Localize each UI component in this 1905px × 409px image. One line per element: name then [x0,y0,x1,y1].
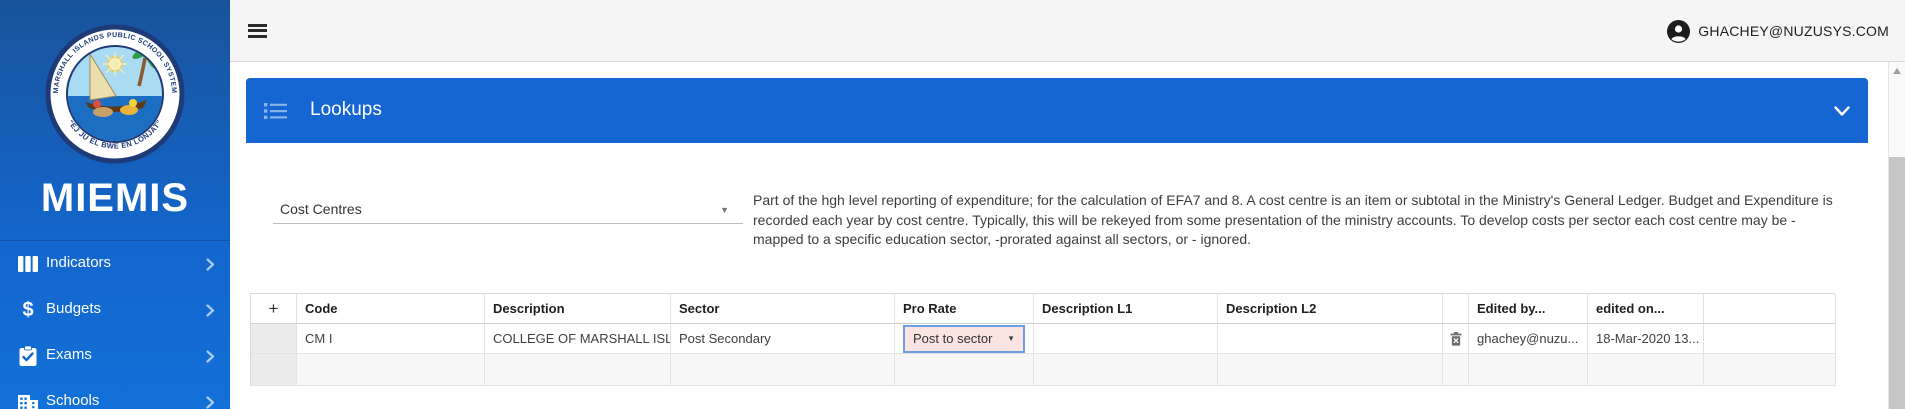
user-email: GHACHEY@NUZUSYS.COM [1698,23,1889,39]
select-arrow-icon: ▼ [1007,334,1015,343]
sidebar-item-label: Budgets [46,300,102,317]
bar-chart-icon [17,253,39,275]
chevron-right-icon [206,396,215,409]
column-header-code: Code [297,294,485,324]
sidebar-item-label: Schools [46,392,100,409]
empty-cell[interactable] [1588,354,1704,386]
lookup-description: Part of the hgh level reporting of expen… [753,192,1833,248]
building-icon [17,391,39,409]
sidebar-nav: Indicators $ Budgets [0,240,230,409]
pro-rate-value: Post to sector [913,331,993,346]
scrollbar-thumb[interactable] [1889,157,1905,409]
clipboard-check-icon [17,345,39,367]
delete-row-icon[interactable] [1450,331,1462,346]
sidebar: MARSHALL ISLANDS PUBLIC SCHOOL SYSTEM “E… [0,0,230,409]
sidebar-item-label: Exams [46,346,92,363]
lookups-panel-header: Lookups [246,78,1868,143]
cell-description-l1[interactable] [1034,324,1218,354]
cell-empty[interactable] [1704,324,1836,354]
list-icon [264,102,287,120]
column-header-edited-by: Edited by... [1469,294,1588,324]
empty-cell[interactable] [671,354,895,386]
column-header-sector: Sector [671,294,895,324]
empty-cell[interactable] [1469,354,1588,386]
empty-cell[interactable] [297,354,485,386]
cell-description[interactable]: COLLEGE OF MARSHALL ISL... [485,324,671,354]
empty-cell[interactable] [1704,354,1836,386]
sidebar-item-schools[interactable]: Schools [0,379,230,409]
add-row-button[interactable]: + [251,294,297,324]
row-header[interactable] [251,324,297,354]
lookups-panel: Lookups Cost Centres ▼ Part of the hgh l… [246,78,1868,409]
column-header-description-l1: Description L1 [1034,294,1218,324]
empty-cell[interactable] [1034,354,1218,386]
cell-actions [1443,324,1469,354]
chevron-right-icon [206,304,215,317]
sidebar-item-indicators[interactable]: Indicators [0,241,230,287]
user-menu[interactable]: GHACHEY@NUZUSYS.COM [1667,16,1889,46]
cell-edited-by[interactable]: ghachey@nuzu... [1469,324,1588,354]
column-header-actions [1443,294,1469,324]
lookup-type-value: Cost Centres [280,201,362,217]
app-title: MIEMIS [40,176,190,220]
sidebar-item-exams[interactable]: Exams [0,333,230,379]
column-header-description-l2: Description L2 [1218,294,1443,324]
chevron-right-icon [206,258,215,271]
column-header-empty [1704,294,1836,324]
chevron-right-icon [206,350,215,363]
cell-description-l2[interactable] [1218,324,1443,354]
cell-pro-rate: Post to sector ▼ [895,324,1034,354]
pro-rate-select[interactable]: Post to sector ▼ [903,324,1025,353]
empty-cell[interactable] [485,354,671,386]
lookups-panel-body: Cost Centres ▼ Part of the hgh level rep… [246,143,1868,409]
cell-edited-on[interactable]: 18-Mar-2020 13... [1588,324,1704,354]
panel-title: Lookups [310,99,382,120]
cost-centres-table: + Code Description Sector Pro Rate Descr… [250,293,1836,386]
lookup-type-select[interactable]: Cost Centres ▼ [273,200,743,224]
empty-cell[interactable] [895,354,1034,386]
school-seal-logo: MARSHALL ISLANDS PUBLIC SCHOOL SYSTEM “E… [45,24,185,164]
user-avatar-icon [1667,19,1691,43]
dollar-icon: $ [22,299,34,321]
collapse-chevron-down-icon[interactable] [1834,104,1850,116]
sidebar-item-label: Indicators [46,254,112,271]
column-header-edited-on: edited on... [1588,294,1704,324]
cell-code[interactable]: CM I [297,324,485,354]
row-header[interactable] [251,354,297,386]
main-content: Lookups Cost Centres ▼ Part of the hgh l… [230,62,1888,409]
scrollbar-up-arrow[interactable] [1893,68,1901,74]
empty-cell[interactable] [1443,354,1469,386]
menu-toggle-button[interactable] [248,24,268,38]
dropdown-arrow-icon: ▼ [720,205,729,215]
vertical-scrollbar [1888,62,1905,409]
column-header-pro-rate: Pro Rate [895,294,1034,324]
column-header-description: Description [485,294,671,324]
cell-sector[interactable]: Post Secondary [671,324,895,354]
topbar: GHACHEY@NUZUSYS.COM [230,0,1905,62]
sidebar-item-budgets[interactable]: $ Budgets [0,287,230,333]
empty-cell[interactable] [1218,354,1443,386]
